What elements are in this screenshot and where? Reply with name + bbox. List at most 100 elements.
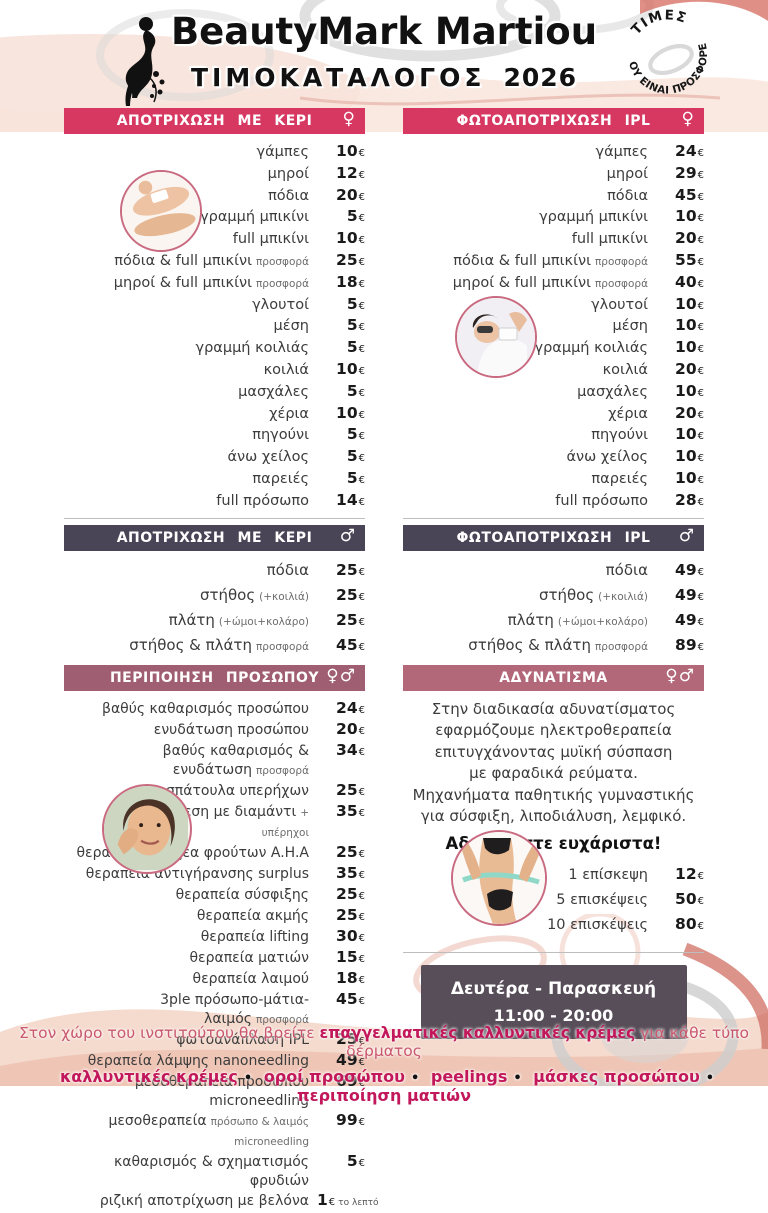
price-row: full πρόσωπο 14€ — [216, 490, 365, 509]
price-row: μηροί 12€ — [267, 163, 365, 182]
bullet-separator: • — [513, 1071, 522, 1086]
price-row: γραμμή μπικίνι 10€ — [539, 207, 704, 226]
footer-highlight: επαγγελματικές καλλυντικές κρέμες — [319, 1024, 636, 1042]
subtitle-text: ΤΙΜΟΚΑΤΑΛΟΓΟΣ — [190, 63, 486, 92]
price-row: πόδια 20€ — [268, 185, 365, 204]
price-list: βαθύς καθαρισμός προσώπου 24€ ενυδάτωση … — [64, 691, 379, 1213]
visit-price-list: 1 επίσκεψη 12€ 5 επισκέψεις 50€ 10 επισκ… — [403, 853, 704, 938]
price-row: πόδια 45€ — [607, 185, 704, 204]
female-icon: ♀ — [342, 109, 356, 129]
price-row: γλουτοί 10€ — [591, 294, 704, 313]
price-list: πόδια 25€ στήθος (+κοιλιά) 25€ πλάτη (+ώμο… — [64, 551, 365, 659]
price-row: παρειές 5€ — [252, 468, 365, 487]
section-slimming: ΑΔΥΝΑΤΙΣΜΑ ♀♂ Στην διαδικασία αδυνατίσμα… — [403, 664, 704, 938]
price-row: ενυδάτωση προσώπου 20€ — [153, 719, 365, 738]
price-row: μηροί & full μπικίνι προσφορά 40€ — [452, 272, 704, 291]
price-row: μασχάλες 10€ — [577, 381, 704, 400]
price-row: μέση 10€ — [612, 316, 704, 335]
section-ipl-men: ΦΩΤΟΑΠΟΤΡΙΧΩΣΗ IPL ♂ πόδια 49€ στήθος (+κ… — [403, 524, 704, 659]
price-row: ριζική αποτρίχωση με βελόνα 1€ το λεπτό — [99, 1190, 379, 1209]
female-icon: ♀ — [681, 109, 695, 129]
price-row: πόδια 25€ — [266, 560, 365, 579]
section-divider — [403, 517, 704, 519]
woman-face-photo — [102, 784, 192, 874]
section-ipl-women: ΦΩΤΟΑΠΟΤΡΙΧΩΣΗ IPL ♀ γάμπες 24€ μηροί 29… — [403, 108, 704, 513]
price-row: γλουτοί 5€ — [252, 294, 365, 313]
section-title: ΑΠΟΤΡΙΧΩΣΗ ΜΕ ΚΕΡΙ — [116, 113, 313, 129]
female-male-icon: ♀♂ — [326, 665, 356, 686]
ipl-treatment-photo — [455, 296, 537, 378]
year-label: 2026 — [503, 63, 578, 92]
footer-product: οροί προσώπου — [263, 1067, 405, 1086]
leg-waxing-photo — [120, 170, 202, 252]
footer: Στον χώρο του ινστιτούτου θα βρείτε επαγ… — [0, 1024, 768, 1105]
price-row: μηροί & full μπικίνι προσφορά 18€ — [113, 272, 365, 291]
footer-product: μάσκες προσώπου — [533, 1067, 700, 1086]
price-row: άνω χείλος 5€ — [227, 447, 366, 466]
price-row: 1 επίσκεψη 12€ — [568, 864, 704, 883]
price-row: βαθύς καθαρισμός & ενυδάτωση προσφορά 34€ — [162, 740, 365, 778]
section-title: ΦΩΤΟΑΠΟΤΡΙΧΩΣΗ IPL — [456, 113, 651, 129]
price-row: θεραπεία ακμής 25€ — [196, 905, 365, 924]
price-row: κοιλιά 10€ — [263, 359, 365, 378]
price-row: μεσοθεραπεία πρόσωπο & λαιμός microneedli… — [108, 1110, 365, 1148]
section-wax-women: ΑΠΟΤΡΙΧΩΣΗ ΜΕ ΚΕΡΙ ♀ γάμπες 10€ μηροί 12… — [64, 108, 365, 513]
price-row: γάμπες 10€ — [256, 142, 365, 160]
price-row: άνω χείλος 10€ — [566, 447, 705, 466]
price-row: πλάτη (+ώμοι+κολάρο) 49€ — [507, 610, 704, 629]
price-row: κοιλιά 20€ — [602, 359, 704, 378]
bullet-separator: • — [705, 1071, 715, 1086]
section-divider — [64, 517, 365, 519]
opening-days: Δευτέρα - Παρασκευή — [450, 978, 657, 999]
price-row: γραμμή κοιλιάς 10€ — [534, 338, 704, 357]
footer-text: Στον χώρο του ινστιτούτου θα βρείτε — [19, 1024, 320, 1042]
price-row: θεραπεία ματιών 15€ — [189, 947, 365, 966]
price-row: καθαρισμός & σχηματισμός φρυδιών 5€ — [114, 1151, 365, 1189]
section-header-wax-women: ΑΠΟΤΡΙΧΩΣΗ ΜΕ ΚΕΡΙ ♀ — [64, 108, 365, 134]
price-row: θεραπεία lifting 30€ — [200, 926, 365, 945]
footer-product: καλλυντικές κρέμες — [59, 1067, 238, 1086]
price-row: full πρόσωπο 28€ — [555, 490, 704, 509]
price-row: γραμμή κοιλιάς 5€ — [195, 338, 365, 357]
price-row: γραμμή μπικίνι 5€ — [200, 207, 365, 226]
footer-products-line: καλλυντικές κρέμες • οροί προσώπου • peeli… — [0, 1067, 768, 1105]
price-row: πόδια & full μπικίνι προσφορά 55€ — [453, 250, 704, 269]
price-row: μασχάλες 5€ — [238, 381, 365, 400]
slimming-description: Στην διαδικασία αδυνατίσματος εφαρμόζουμ… — [412, 699, 695, 826]
price-list: γάμπες 24€ μηροί 29€ πόδια 45€ — [403, 134, 704, 513]
section-header-slimming: ΑΔΥΝΑΤΙΣΜΑ ♀♂ — [403, 664, 704, 691]
section-face-care: ΠΕΡΙΠΟΙΗΣΗ ΠΡΟΣΩΠΟΥ ♀♂ βαθύς καθαρισμός … — [64, 664, 379, 1213]
price-row: 10 επισκέψεις 80€ — [547, 914, 704, 933]
slimming-highlight: Αδυνατίστε ευχάριστα! — [445, 833, 662, 853]
price-row: 5 επισκέψεις 50€ — [556, 889, 704, 908]
stamp-top-text: ΤΙΜΕΣ — [626, 1, 693, 40]
section-header-ipl-women: ΦΩΤΟΑΠΟΤΡΙΧΩΣΗ IPL ♀ — [403, 108, 704, 134]
price-row: πηγούνι 5€ — [252, 425, 365, 444]
page-header: BeautyMark Martiou ΤΙΜΟΚΑΤΑΛΟΓΟΣ 2026 ΤΙΜ… — [0, 0, 768, 109]
price-row: στήθος & πλάτη προσφορά 45€ — [129, 635, 365, 654]
price-row: σπάτουλα υπερήχων 25€ — [165, 780, 365, 799]
section-header-face-care: ΠΕΡΙΠΟΙΗΣΗ ΠΡΟΣΩΠΟΥ ♀♂ — [64, 664, 365, 691]
price-row: χέρια 10€ — [269, 403, 365, 422]
section-title: ΦΩΤΟΑΠΟΤΡΙΧΩΣΗ IPL — [456, 529, 651, 546]
price-row: βαθύς καθαρισμός προσώπου 24€ — [102, 698, 365, 717]
price-row: full μπικίνι 10€ — [232, 229, 365, 248]
price-row: πλάτη (+ώμοι+κολάρο) 25€ — [168, 610, 365, 629]
price-row: θεραπεία σύσφιξης 25€ — [175, 884, 365, 903]
price-row: παρειές 10€ — [591, 468, 704, 487]
price-row: θεραπεία λαιμού 18€ — [192, 968, 365, 987]
opening-time: 11:00 - 20:00 — [493, 1005, 614, 1025]
prices-offers-stamp: ΤΙΜΕΣ ΠΟΥ ΕΙΝΑΙ ΠΡΟΣΦΟΡΕΣ — [601, 0, 719, 109]
price-row: full μπικίνι 20€ — [571, 229, 704, 248]
price-row: μέση 5€ — [273, 316, 365, 335]
section-divider — [403, 951, 704, 953]
price-row: πηγούνι 10€ — [591, 425, 704, 444]
section-title: ΑΔΥΝΑΤΙΣΜΑ — [499, 669, 608, 686]
price-list: γάμπες 10€ μηροί 12€ πόδια 20€ — [64, 134, 365, 513]
bullet-separator: • — [243, 1071, 253, 1086]
section-title: ΑΠΟΤΡΙΧΩΣΗ ΜΕ ΚΕΡΙ — [116, 529, 313, 546]
price-row: γάμπες 24€ — [595, 142, 704, 160]
svg-text:ΤΙΜΕΣ: ΤΙΜΕΣ — [626, 1, 693, 40]
section-title: ΠΕΡΙΠΟΙΗΣΗ ΠΡΟΣΩΠΟΥ — [109, 669, 320, 686]
price-list: πόδια 49€ στήθος (+κοιλιά) 49€ πλάτη (+ώμο… — [403, 551, 704, 659]
